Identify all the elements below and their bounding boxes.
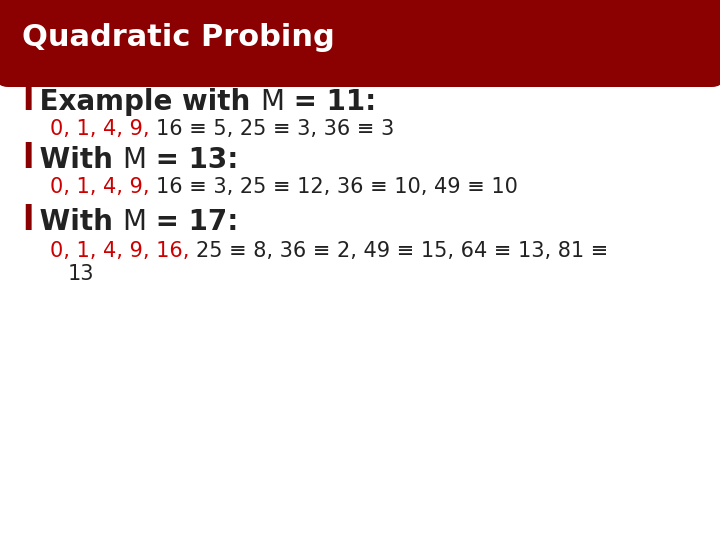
Text: Quadratic Probing: Quadratic Probing: [22, 23, 335, 52]
Text: 0, 1, 4, 9,: 0, 1, 4, 9,: [50, 177, 156, 197]
Bar: [8, 38, 712, 75]
Text: = 13:: = 13:: [146, 146, 239, 174]
FancyBboxPatch shape: [0, 0, 720, 87]
Text: With: With: [30, 146, 122, 174]
Text: Example with: Example with: [30, 88, 260, 116]
Text: l: l: [22, 142, 33, 175]
Text: l: l: [22, 204, 33, 237]
Text: = 11:: = 11:: [284, 88, 376, 116]
Text: 0, 1, 4, 9, 16,: 0, 1, 4, 9, 16,: [50, 241, 196, 261]
Text: 25 ≡ 8, 36 ≡ 2, 49 ≡ 15, 64 ≡ 13, 81 ≡: 25 ≡ 8, 36 ≡ 2, 49 ≡ 15, 64 ≡ 13, 81 ≡: [196, 241, 608, 261]
Text: M: M: [122, 146, 146, 174]
Text: = 17:: = 17:: [146, 208, 239, 236]
Text: l: l: [22, 84, 33, 117]
Text: M: M: [260, 88, 284, 116]
Text: 13: 13: [68, 264, 94, 284]
Text: M: M: [122, 208, 146, 236]
Text: 16 ≡ 3, 25 ≡ 12, 36 ≡ 10, 49 ≡ 10: 16 ≡ 3, 25 ≡ 12, 36 ≡ 10, 49 ≡ 10: [156, 177, 518, 197]
Text: 16 ≡ 5, 25 ≡ 3, 36 ≡ 3: 16 ≡ 5, 25 ≡ 3, 36 ≡ 3: [156, 119, 395, 139]
Text: 0, 1, 4, 9,: 0, 1, 4, 9,: [50, 119, 156, 139]
Text: With: With: [30, 208, 122, 236]
